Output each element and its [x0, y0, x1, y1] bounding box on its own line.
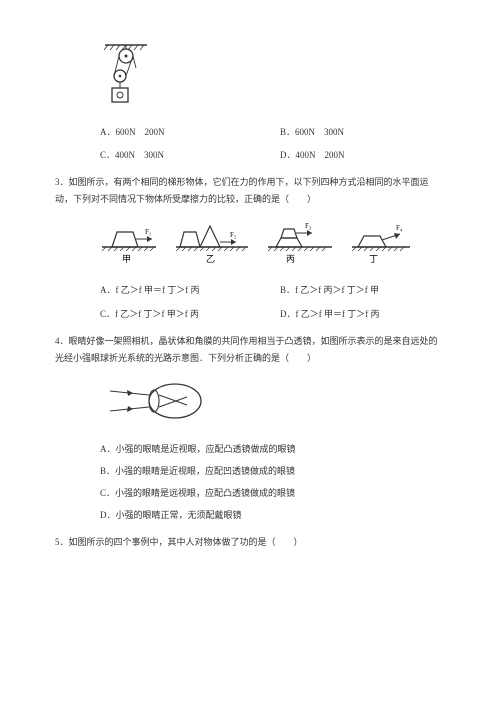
q5-stem: 5．如图所示的四个事例中，其中人对物体做了功的是（ ）: [55, 534, 445, 551]
svg-text:F₃: F₃: [305, 222, 312, 230]
svg-text:丙: 丙: [286, 254, 295, 264]
q3-option-b: B．f 乙＞f 丙＞f 丁＞f 甲: [280, 282, 379, 299]
q3-options-row1: A．f 乙＞f 甲＝f 丁＞f 丙 B．f 乙＞f 丙＞f 丁＞f 甲: [100, 282, 445, 299]
q3-fig-yi: F₂ 乙: [176, 222, 250, 268]
svg-text:丁: 丁: [369, 254, 378, 264]
q3-option-a: A．f 乙＞f 甲＝f 丁＞f 丙: [100, 282, 280, 299]
q3-stem: 3．如图所示，有两个相同的梯形物体，它们在力的作用下，以下列四种方式沿相同的水平…: [55, 174, 445, 208]
svg-text:乙: 乙: [206, 254, 215, 264]
svg-text:F₄: F₄: [396, 224, 403, 232]
q3-option-c: C．f 乙＞f 丁＞f 甲＞f 丙: [100, 306, 280, 323]
q4-option-c: C．小强的眼睛是远视眼，应配凸透镜做成的眼镜: [100, 485, 445, 502]
q2-option-c: C．400N 300N: [100, 147, 280, 164]
q4-stem: 4．眼睛好像一架照相机，晶状体和角膜的共同作用相当于凸透镜，如图所示表示的是来自…: [55, 333, 445, 367]
q4-option-b: B．小强的眼睛是近视眼，应配凹透镜做成的眼镜: [100, 463, 445, 480]
q3-fig-bing: F₃ 丙: [268, 222, 334, 268]
q3-fig-jia: F₁ 甲: [100, 222, 158, 268]
svg-text:F₁: F₁: [145, 228, 151, 236]
svg-text:F₂: F₂: [230, 231, 237, 239]
q2-option-b: B．600N 300N: [280, 124, 344, 141]
q3-fig-ding: F₄ 丁: [352, 222, 412, 268]
q2-option-d: D．400N 200N: [280, 147, 345, 164]
svg-text:甲: 甲: [122, 254, 131, 264]
q2-option-a: A．600N 200N: [100, 124, 280, 141]
q2-options-row2: C．400N 300N D．400N 200N: [100, 147, 445, 164]
q3-figure: F₁ 甲 F₂ 乙 F₃ 丙 F₄ 丁: [100, 222, 445, 268]
pulley-figure: [100, 40, 445, 112]
q3-options-row2: C．f 乙＞f 丁＞f 甲＞f 丙 D．f 乙＞f 甲＝f 丁＞f 丙: [100, 306, 445, 323]
q3-option-d: D．f 乙＞f 甲＝f 丁＞f 丙: [280, 306, 380, 323]
q4-eye-figure: [105, 377, 445, 431]
q4-option-d: D．小强的眼睛正常，无须配戴眼镜: [100, 507, 445, 524]
q4-option-a: A．小强的眼睛是近视眼，应配凸透镜做成的眼镜: [100, 441, 445, 458]
q2-options-row1: A．600N 200N B．600N 300N: [100, 124, 445, 141]
